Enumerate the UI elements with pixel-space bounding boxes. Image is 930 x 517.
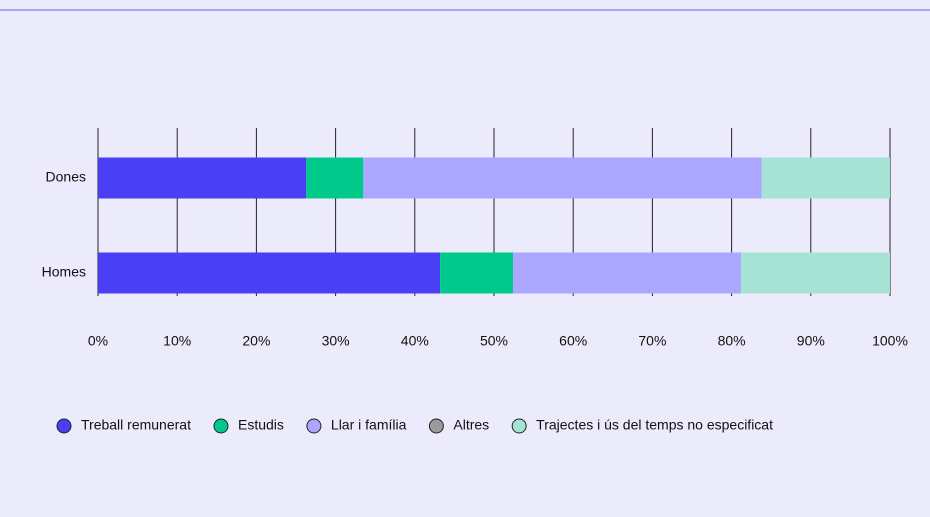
legend-marker xyxy=(306,418,322,434)
x-tick-label: 40% xyxy=(401,333,429,349)
bar-segment xyxy=(98,157,307,199)
legend-marker xyxy=(428,418,444,434)
y-tick-label: Homes xyxy=(42,264,86,280)
x-tick-label: 90% xyxy=(797,333,825,349)
bar-segment xyxy=(440,252,514,294)
legend-label: Llar i família xyxy=(331,417,407,433)
x-tick-label: 70% xyxy=(638,333,666,349)
y-tick-label: Dones xyxy=(46,169,86,185)
bar-segment xyxy=(98,252,441,294)
bar-segment xyxy=(741,252,890,294)
x-tick-label: 20% xyxy=(242,333,270,349)
x-tick-label: 0% xyxy=(88,333,108,349)
legend-label: Treball remunerat xyxy=(81,417,191,433)
bar-segment xyxy=(363,157,762,199)
x-tick-label: 60% xyxy=(559,333,587,349)
legend-label: Altres xyxy=(453,417,489,433)
legend-marker xyxy=(511,418,527,434)
legend-marker xyxy=(56,418,72,434)
legend-label: Estudis xyxy=(238,417,284,433)
legend-label: Trajectes i ús del temps no especificat xyxy=(536,417,773,433)
bar-segment xyxy=(513,252,742,294)
x-tick-label: 80% xyxy=(718,333,746,349)
legend-marker xyxy=(213,418,229,434)
bar-segment xyxy=(306,157,364,199)
x-tick-label: 100% xyxy=(872,333,908,349)
bar-segment xyxy=(761,157,890,199)
x-tick-label: 50% xyxy=(480,333,508,349)
x-tick-label: 10% xyxy=(163,333,191,349)
x-tick-label: 30% xyxy=(322,333,350,349)
